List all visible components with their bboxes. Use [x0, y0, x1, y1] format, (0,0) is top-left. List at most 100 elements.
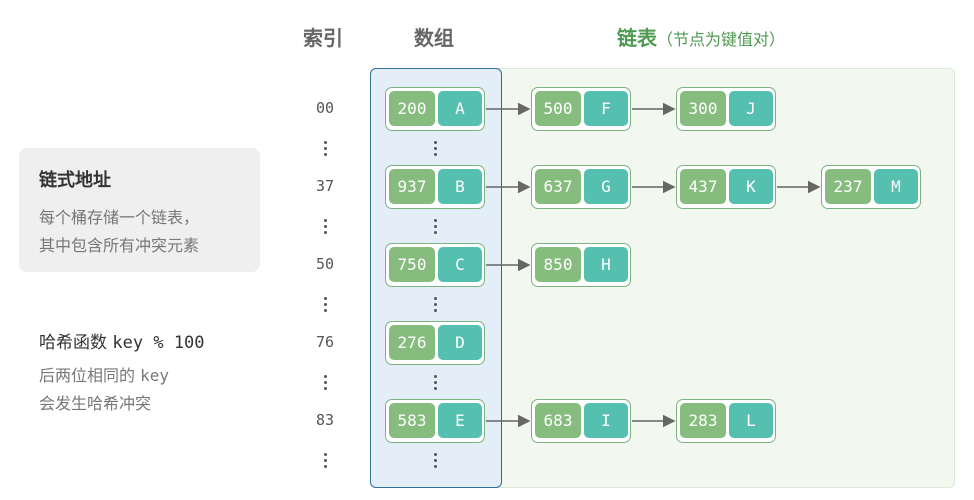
- ellipsis-dot: [323, 219, 327, 222]
- bucket-node: 276 D: [385, 321, 485, 365]
- chain-node: 437 K: [676, 165, 776, 209]
- index-ellipsis: [321, 141, 329, 159]
- ellipsis-dot: [323, 225, 327, 228]
- bucket-node: 200 A: [385, 87, 485, 131]
- chain-node-key: 850: [535, 247, 581, 282]
- chain-node-key: 237: [825, 169, 871, 204]
- ellipsis-dot: [323, 303, 327, 306]
- ellipsis-dot: [323, 453, 327, 456]
- ellipsis-dot: [323, 381, 327, 384]
- hash-line-1-code: key: [140, 366, 170, 385]
- index-ellipsis: [321, 453, 329, 471]
- ellipsis-dot: [323, 147, 327, 150]
- index-label: 50: [315, 255, 335, 273]
- ellipsis-dot: [323, 387, 327, 390]
- ellipsis-dot: [323, 141, 327, 144]
- bucket-node-value: D: [438, 325, 482, 360]
- bucket-ellipsis: [431, 453, 439, 471]
- ellipsis-dot: [323, 309, 327, 312]
- ellipsis-dot: [433, 387, 437, 390]
- hash-title-prefix: 哈希函数: [39, 333, 107, 353]
- ellipsis-dot: [433, 141, 437, 144]
- hash-line-1: 后两位相同的 key: [39, 362, 169, 390]
- bucket-node-key: 200: [389, 91, 435, 126]
- bucket-node-key: 937: [389, 169, 435, 204]
- index-label: 37: [315, 177, 335, 195]
- chain-node: 283 L: [676, 399, 776, 443]
- header-index: 索引: [303, 26, 343, 50]
- bucket-ellipsis: [431, 297, 439, 315]
- ellipsis-dot: [433, 309, 437, 312]
- index-ellipsis: [321, 375, 329, 393]
- hash-line-2: 会发生哈希冲突: [39, 394, 152, 413]
- ellipsis-dot: [433, 381, 437, 384]
- chain-node: 300 J: [676, 87, 776, 131]
- info-box: 链式地址 每个桶存储一个链表， 其中包含所有冲突元素: [19, 148, 260, 272]
- chain-node: 683 I: [531, 399, 631, 443]
- chain-node-key: 683: [535, 403, 581, 438]
- ellipsis-dot: [433, 465, 437, 468]
- info-line-1: 每个桶存储一个链表，: [39, 208, 200, 227]
- ellipsis-dot: [433, 459, 437, 462]
- chain-node: 500 F: [531, 87, 631, 131]
- ellipsis-dot: [433, 303, 437, 306]
- chain-node: 850 H: [531, 243, 631, 287]
- hash-line-1-prefix: 后两位相同的: [39, 366, 136, 385]
- index-ellipsis: [321, 219, 329, 237]
- hash-function-title: 哈希函数 key % 100: [39, 328, 205, 353]
- ellipsis-dot: [323, 153, 327, 156]
- chain-node-value: J: [729, 91, 773, 126]
- header-chain: 链表（节点为键值对）: [617, 22, 785, 51]
- ellipsis-dot: [433, 231, 437, 234]
- chain-node-key: 637: [535, 169, 581, 204]
- ellipsis-dot: [433, 225, 437, 228]
- chain-node: 237 M: [821, 165, 921, 209]
- chain-node-key: 437: [680, 169, 726, 204]
- chain-node-value: I: [584, 403, 628, 438]
- header-array: 数组: [414, 26, 454, 50]
- bucket-node-value: B: [438, 169, 482, 204]
- ellipsis-dot: [323, 231, 327, 234]
- index-label: 76: [315, 333, 335, 351]
- index-ellipsis: [321, 297, 329, 315]
- bucket-node-value: C: [438, 247, 482, 282]
- bucket-node-key: 750: [389, 247, 435, 282]
- chain-node-key: 300: [680, 91, 726, 126]
- ellipsis-dot: [433, 147, 437, 150]
- chain-node-value: F: [584, 91, 628, 126]
- hash-title-code: key % 100: [112, 333, 205, 353]
- bucket-node-key: 583: [389, 403, 435, 438]
- index-label: 83: [315, 411, 335, 429]
- bucket-ellipsis: [431, 219, 439, 237]
- index-label: 00: [315, 99, 335, 117]
- info-title: 链式地址: [39, 170, 111, 191]
- chain-node-key: 500: [535, 91, 581, 126]
- ellipsis-dot: [323, 297, 327, 300]
- header-chain-label: 链表: [617, 26, 657, 50]
- ellipsis-dot: [433, 375, 437, 378]
- ellipsis-dot: [323, 465, 327, 468]
- chain-node: 637 G: [531, 165, 631, 209]
- ellipsis-dot: [433, 297, 437, 300]
- bucket-ellipsis: [431, 375, 439, 393]
- ellipsis-dot: [433, 153, 437, 156]
- bucket-ellipsis: [431, 141, 439, 159]
- header-chain-sub: （节点为键值对）: [657, 30, 786, 49]
- chain-node-value: H: [584, 247, 628, 282]
- bucket-node-value: A: [438, 91, 482, 126]
- ellipsis-dot: [433, 453, 437, 456]
- bucket-node-value: E: [438, 403, 482, 438]
- ellipsis-dot: [323, 459, 327, 462]
- chain-node-value: G: [584, 169, 628, 204]
- chain-node-value: L: [729, 403, 773, 438]
- ellipsis-dot: [433, 219, 437, 222]
- ellipsis-dot: [323, 375, 327, 378]
- hash-description: 后两位相同的 key 会发生哈希冲突: [39, 362, 169, 418]
- info-description: 每个桶存储一个链表， 其中包含所有冲突元素: [39, 204, 199, 260]
- info-line-2: 其中包含所有冲突元素: [39, 236, 200, 255]
- bucket-node: 583 E: [385, 399, 485, 443]
- bucket-node: 937 B: [385, 165, 485, 209]
- bucket-node-key: 276: [389, 325, 435, 360]
- chain-node-key: 283: [680, 403, 726, 438]
